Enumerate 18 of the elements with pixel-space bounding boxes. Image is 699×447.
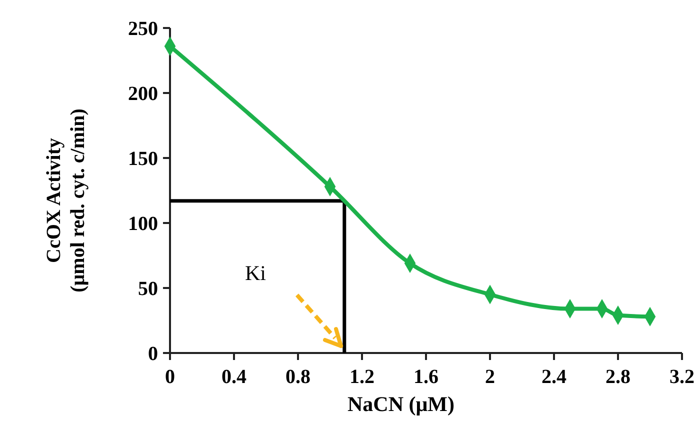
y-tick-label: 100: [128, 213, 158, 235]
x-tick-label: 1.2: [350, 366, 374, 388]
y-axis-title: CcOX Activity (μmol red. cyt. c/min): [43, 108, 89, 292]
y-tick-label: 150: [128, 148, 158, 170]
y-tick-label: 0: [148, 343, 158, 365]
x-axis-title: NaCN (μM): [348, 392, 454, 416]
x-tick-label: 3.2: [670, 366, 694, 388]
y-tick-label: 50: [138, 278, 158, 300]
annotation: Ki: [245, 261, 266, 285]
x-tick-label: 0: [165, 366, 175, 388]
y-tick-label: 250: [128, 18, 158, 40]
x-tick-label: 0.4: [222, 366, 246, 388]
x-tick-label: 2.4: [542, 366, 566, 388]
x-tick-label: 2.8: [606, 366, 630, 388]
x-tick-label: 2: [485, 366, 495, 388]
x-tick-label: 0.8: [286, 366, 310, 388]
y-tick-label: 200: [128, 83, 158, 105]
x-tick-label: 1.6: [414, 366, 438, 388]
